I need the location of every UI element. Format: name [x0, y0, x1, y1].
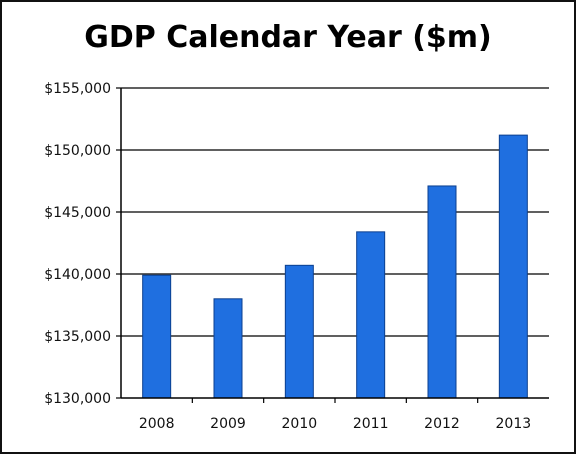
y-tick-label: $130,000: [44, 391, 111, 407]
bar-2009: [213, 298, 243, 399]
chart-title: GDP Calendar Year ($m): [84, 20, 492, 55]
x-tick-label: 2011: [353, 416, 389, 432]
grid-lines: [121, 87, 549, 337]
x-tick-label: 2009: [210, 416, 246, 432]
axes: [120, 88, 549, 399]
bars: [142, 134, 528, 399]
bar-2013: [498, 134, 528, 399]
x-axis-labels: 2008 2009 2010 2011 2012 2013: [139, 398, 531, 432]
x-tick-label: 2012: [424, 416, 460, 432]
bar-2012: [427, 185, 457, 399]
y-tick-label: $145,000: [44, 205, 111, 221]
x-tick-label: 2013: [496, 416, 532, 432]
y-tick-label: $155,000: [44, 81, 111, 97]
bar-2008: [142, 274, 172, 399]
bar-2011: [356, 231, 386, 399]
x-tick-label: 2010: [282, 416, 318, 432]
y-tick-label: $140,000: [44, 267, 111, 283]
y-tick-label: $150,000: [44, 143, 111, 159]
y-tick-label: $135,000: [44, 329, 111, 345]
bar-2010: [284, 264, 314, 399]
x-tick-label: 2008: [139, 416, 175, 432]
y-axis-labels: $130,000 $135,000 $140,000 $145,000 $150,000…: [44, 81, 121, 407]
